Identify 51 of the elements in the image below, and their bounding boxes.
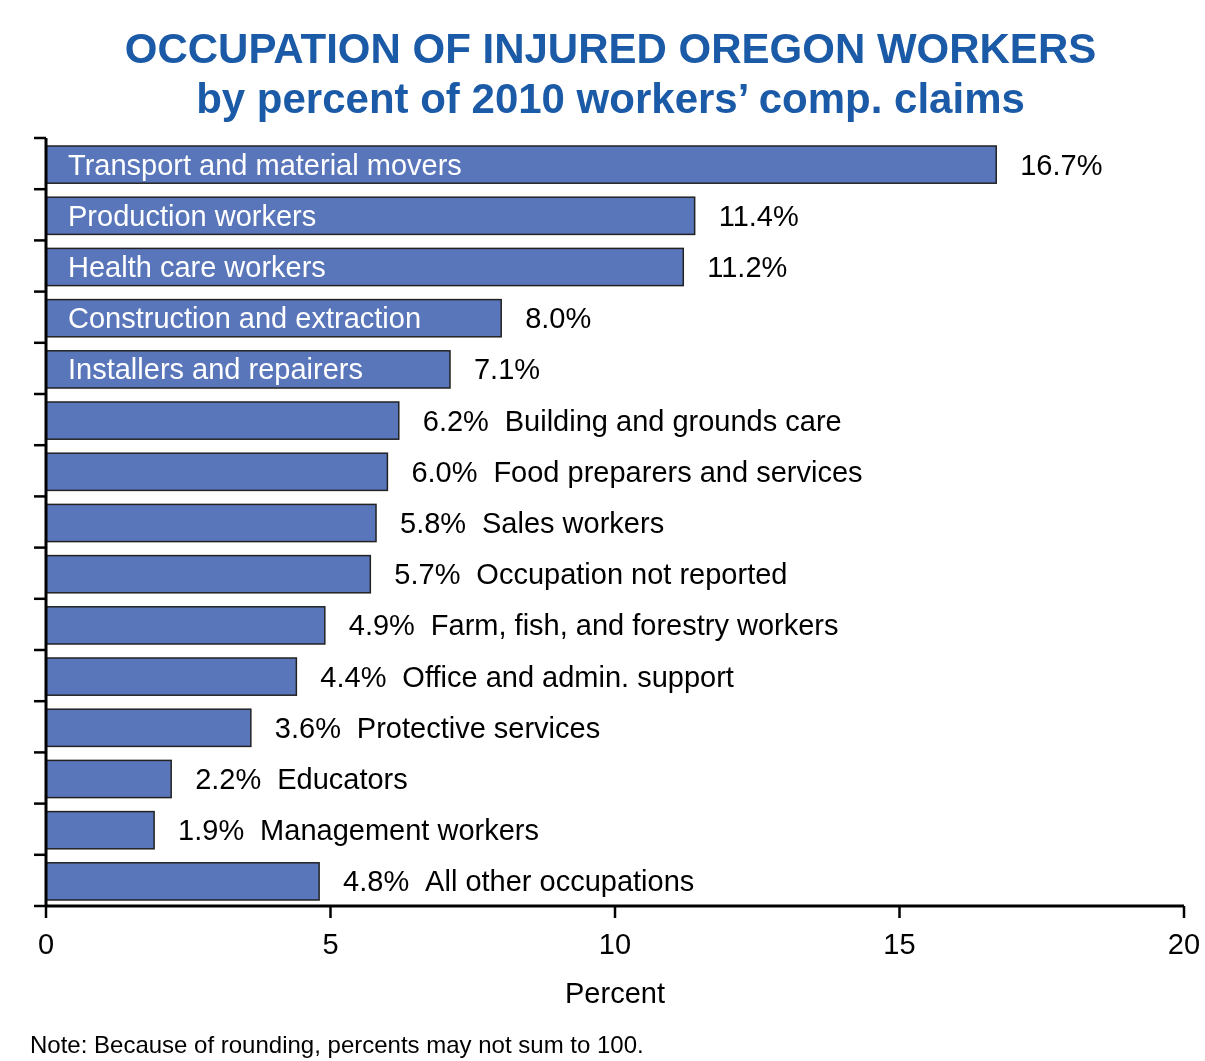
data-label: 11.4% [718,199,799,232]
bar [45,145,997,184]
bar [45,810,155,850]
data-label: 16.7% [1020,148,1103,181]
x-tick-label: 5 [322,928,339,960]
data-label: 4.8% [343,865,410,898]
y-tick-label: Health care workers [68,251,326,283]
x-tick-label: 0 [37,928,55,960]
y-tick-label: Management workers [260,814,539,847]
bar [45,759,172,799]
data-label: 5.7% [394,558,461,591]
text: Note: Because of rounding, percents may not sum to 100. [30,1031,644,1058]
bar [45,862,320,901]
data-label: 4.9% [348,609,415,642]
data-label: 6.0% [411,455,478,488]
y-tick-label: Sales workers [482,507,665,539]
data-label: 2.2% [195,763,262,795]
bar [45,657,298,696]
y-tick-label: Transport and material movers [68,148,462,181]
data-label: 3.6% [274,711,341,744]
bar [45,708,252,748]
x-axis-title: Percent [565,977,665,1009]
data-label: 5.8% [400,507,467,539]
y-tick-label: Installers and repairers [68,353,363,386]
data-label: 7.1% [473,353,541,386]
y-tick-label: Food preparers and services [493,455,863,488]
bar [45,606,326,645]
y-tick-label: Protective services [356,711,601,744]
bar [45,401,400,440]
x-tick-label: 20 [1167,928,1201,960]
bar [45,554,372,594]
data-label: 1.9% [178,814,245,847]
x-tick-label: 15 [883,928,916,960]
y-tick-label: Educators [277,763,408,795]
bar [45,503,377,543]
data-label: 8.0% [525,302,592,335]
y-tick-label: Production workers [68,199,317,232]
data-label: 11.2% [707,251,788,283]
bar [45,452,389,492]
y-tick-label: Office and admin. support [402,660,734,693]
data-label: 6.2% [422,404,489,437]
y-tick-label: Building and grounds care [504,404,842,437]
bar [45,196,696,236]
y-tick-label: Occupation not reported [476,558,788,591]
y-tick-label: Construction and extraction [68,302,422,335]
y-tick-label: All other occupations [425,865,695,898]
chart-title: OCCUPATION OF INJURED OREGON WORKERS [124,25,1097,72]
x-tick-label: 10 [598,928,632,960]
data-label: 4.4% [320,660,387,693]
chart-subtitle: by percent of 2010 workers’ comp. claims [196,75,1025,122]
y-tick-label: Farm, fish, and forestry workers [430,609,839,642]
